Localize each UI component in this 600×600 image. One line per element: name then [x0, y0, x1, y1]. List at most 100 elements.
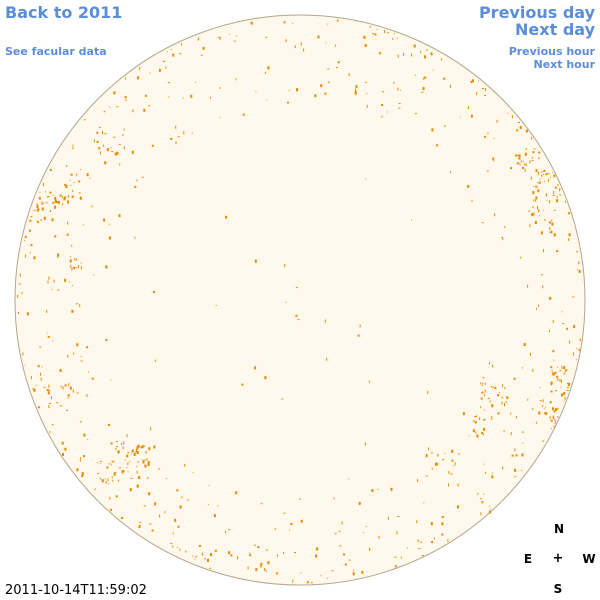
facula-mark: [22, 352, 24, 356]
facula-mark: [524, 168, 526, 172]
facula-mark: [514, 448, 516, 452]
facula-mark: [472, 420, 475, 422]
facula-mark: [552, 350, 555, 353]
facula-mark: [480, 512, 482, 516]
facula-mark: [519, 163, 521, 166]
facula-mark: [327, 23, 329, 25]
facula-mark: [184, 463, 186, 467]
facula-mark: [76, 173, 78, 176]
facula-mark: [76, 303, 79, 305]
facula-mark: [556, 375, 558, 378]
facula-mark: [145, 450, 147, 454]
facula-mark: [553, 174, 556, 177]
facula-mark: [139, 67, 141, 71]
facula-mark: [527, 398, 529, 401]
facula-mark: [543, 219, 546, 221]
facula-mark: [80, 262, 82, 264]
facula-mark: [514, 468, 517, 472]
facula-mark: [57, 200, 60, 204]
facula-mark: [516, 416, 517, 419]
facula-mark: [366, 92, 368, 94]
see-facular-data-link[interactable]: See facular data: [5, 45, 107, 58]
facula-mark: [441, 522, 444, 526]
facula-mark: [553, 410, 556, 413]
facula-mark: [111, 460, 113, 463]
facula-mark: [483, 463, 485, 465]
facula-mark: [326, 577, 328, 579]
back-to-year-link[interactable]: Back to 2011: [5, 3, 123, 22]
facula-mark: [501, 401, 503, 405]
facula-mark: [573, 352, 574, 356]
facula-mark: [561, 365, 563, 367]
facula-mark: [32, 387, 34, 390]
facula-mark: [153, 445, 156, 449]
facula-mark: [72, 144, 74, 147]
facula-mark: [343, 553, 345, 556]
facula-mark: [235, 491, 238, 495]
facula-mark: [505, 401, 507, 403]
facula-mark: [121, 470, 124, 474]
facula-mark: [99, 460, 102, 462]
facula-mark: [497, 394, 500, 397]
facula-mark: [70, 173, 73, 176]
facula-mark: [26, 312, 29, 316]
facula-mark: [457, 453, 460, 455]
facula-mark: [472, 79, 474, 83]
facula-mark: [185, 550, 187, 553]
facula-mark: [411, 53, 413, 57]
facula-mark: [124, 96, 127, 99]
facula-mark: [444, 125, 446, 128]
facula-mark: [200, 54, 203, 56]
facula-mark: [136, 451, 139, 454]
facula-mark: [48, 276, 50, 280]
next-hour-link[interactable]: Next hour: [533, 58, 596, 71]
previous-hour-link[interactable]: Previous hour: [508, 45, 595, 58]
facula-mark: [493, 138, 495, 140]
facula-mark: [52, 194, 54, 196]
facula-mark: [476, 415, 478, 418]
next-day-link[interactable]: Next day: [515, 20, 595, 39]
facula-mark: [397, 516, 400, 517]
facula-mark: [144, 459, 147, 461]
facula-mark: [361, 570, 364, 574]
facula-mark: [38, 196, 41, 198]
facula-mark: [393, 81, 395, 84]
facula-mark: [474, 421, 476, 423]
facula-mark: [561, 393, 563, 397]
facula-mark: [67, 354, 69, 358]
facula-mark: [538, 171, 539, 175]
facula-mark: [109, 106, 111, 108]
facula-mark: [71, 147, 74, 149]
facula-mark: [538, 157, 541, 159]
facula-mark: [69, 259, 72, 263]
facula-mark: [64, 384, 67, 387]
facula-mark: [136, 445, 139, 449]
facula-mark: [441, 58, 443, 61]
facula-mark: [478, 80, 479, 82]
facula-mark: [285, 39, 287, 43]
facula-mark: [195, 556, 198, 558]
facula-mark: [177, 136, 180, 138]
facula-mark: [431, 451, 433, 454]
facula-mark: [62, 196, 63, 199]
facula-mark: [559, 189, 560, 192]
facula-mark: [490, 508, 492, 510]
previous-day-link[interactable]: Previous day: [478, 3, 595, 22]
facula-mark: [365, 178, 367, 180]
facula-mark: [80, 169, 82, 170]
facula-mark: [36, 208, 39, 212]
facula-mark: [533, 212, 535, 216]
facula-mark: [552, 372, 555, 376]
facula-mark: [578, 350, 581, 352]
facula-mark: [554, 371, 557, 374]
facula-mark: [219, 116, 221, 118]
facula-mark: [481, 391, 484, 394]
facula-mark: [38, 209, 40, 211]
facula-mark: [336, 67, 338, 69]
facula-mark: [434, 537, 435, 540]
facula-mark: [479, 498, 482, 500]
facula-mark: [496, 119, 498, 123]
facula-mark: [59, 369, 62, 372]
facula-mark: [300, 572, 302, 574]
